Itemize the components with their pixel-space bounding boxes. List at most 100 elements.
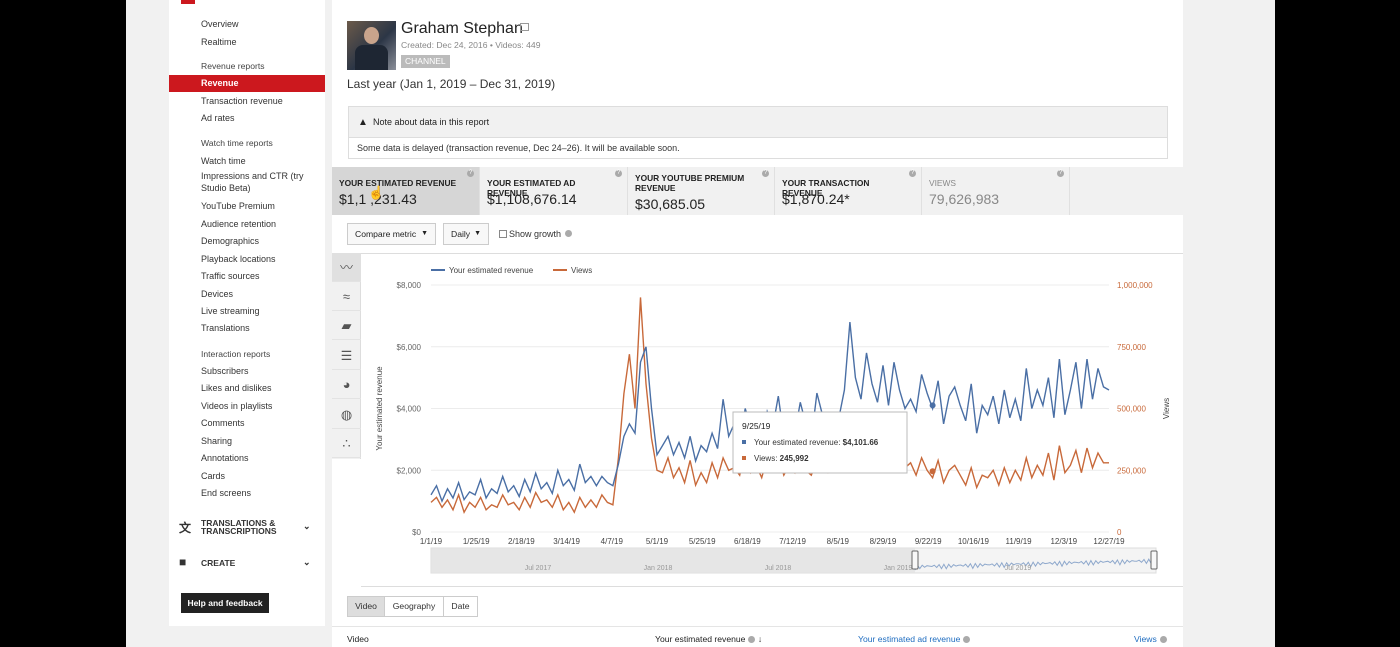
y-right-tick-label: 0 bbox=[1117, 528, 1122, 537]
x-tick-label: 10/16/19 bbox=[958, 537, 990, 546]
sidebar-item-transaction-revenue[interactable]: Transaction revenue bbox=[201, 96, 283, 106]
metric-card-views[interactable]: VIEWS 79,626,983 ? bbox=[922, 167, 1070, 215]
sidebar-item-sharing[interactable]: Sharing bbox=[201, 436, 233, 446]
tab-date[interactable]: Date bbox=[443, 596, 478, 617]
sidebar-item-subscribers[interactable]: Subscribers bbox=[201, 366, 249, 376]
x-tick-label: 12/3/19 bbox=[1050, 537, 1077, 546]
help-icon bbox=[748, 636, 756, 643]
sidebar-item-likes[interactable]: Likes and dislikes bbox=[201, 383, 272, 393]
video-camera-icon: ■ bbox=[179, 555, 187, 569]
sidebar-item-playlists[interactable]: Videos in playlists bbox=[201, 401, 273, 411]
x-tick-label: 4/7/19 bbox=[601, 537, 624, 546]
navigator-label: Jul 2019 bbox=[1005, 565, 1032, 572]
metric-cards: YOUR ESTIMATED REVENUE $1,1 ,231.43 ? ☝ … bbox=[332, 167, 1183, 215]
sidebar-item-devices[interactable]: Devices bbox=[201, 289, 234, 299]
show-growth-toggle[interactable]: Show growth bbox=[499, 229, 573, 239]
metric-card-ad-revenue[interactable]: YOUR ESTIMATED AD REVENUE $1,108,676.14 … bbox=[480, 167, 628, 215]
date-range[interactable]: Last year (Jan 1, 2019 – Dec 31, 2019) bbox=[347, 77, 556, 91]
y-right-tick-label: 750,000 bbox=[1117, 343, 1146, 352]
navigator-handle[interactable] bbox=[1150, 550, 1158, 570]
help-icon bbox=[1159, 636, 1167, 643]
x-tick-label: 11/9/19 bbox=[1006, 537, 1033, 546]
tab-geography[interactable]: Geography bbox=[384, 596, 444, 617]
chart-type-toolbar: 〰 ≈ ▰ ☰ ◕ ◍ ∴ bbox=[332, 253, 361, 459]
help-icon[interactable]: ? bbox=[1057, 170, 1064, 177]
sidebar-item-cards[interactable]: Cards bbox=[201, 471, 226, 481]
legend-label-views: Views bbox=[571, 266, 592, 275]
sidebar-item-impressions[interactable]: Impressions and CTR (try bbox=[201, 171, 304, 181]
sidebar-item-comments[interactable]: Comments bbox=[201, 418, 245, 428]
sidebar-item-end-screens[interactable]: End screens bbox=[201, 488, 252, 498]
bar-chart-icon[interactable]: ☰ bbox=[332, 341, 361, 370]
caret-down-icon: ▼ bbox=[474, 230, 481, 237]
y-left-tick-label: $4,000 bbox=[397, 405, 422, 414]
col-estimated-revenue[interactable]: Your estimated revenue ↓ bbox=[655, 634, 763, 644]
revenue-reports-heading: Revenue reports bbox=[201, 61, 265, 71]
x-tick-label: 3/14/19 bbox=[553, 537, 580, 546]
sidebar-item-overview[interactable]: Overview bbox=[201, 19, 239, 29]
create-section[interactable]: ■ CREATE ⌄ bbox=[179, 555, 311, 569]
granularity-dropdown[interactable]: Daily ▼ bbox=[443, 223, 489, 245]
help-feedback-button[interactable]: Help and feedback bbox=[181, 593, 269, 613]
channel-badge: CHANNEL bbox=[401, 55, 450, 68]
metric-card-estimated-revenue[interactable]: YOUR ESTIMATED REVENUE $1,1 ,231.43 ? ☝ bbox=[332, 167, 480, 215]
col-ad-revenue[interactable]: Your estimated ad revenue bbox=[858, 634, 971, 644]
sidebar-item-playback-locations[interactable]: Playback locations bbox=[201, 254, 276, 264]
metric-card-premium-revenue[interactable]: YOUR YOUTUBE PREMIUM REVENUE $30,685.05 … bbox=[628, 167, 775, 215]
chevron-down-icon: ⌄ bbox=[303, 557, 311, 567]
col-video[interactable]: Video bbox=[347, 634, 369, 644]
navigator-label: Jan 2019 bbox=[884, 565, 913, 572]
tab-video[interactable]: Video bbox=[347, 596, 385, 617]
navigator-mask bbox=[431, 548, 915, 573]
channel-meta: Created: Dec 24, 2016 • Videos: 449 bbox=[401, 40, 541, 50]
help-icon[interactable]: ? bbox=[909, 170, 916, 177]
note-title: Note about data in this report bbox=[373, 117, 490, 127]
youtube-logo bbox=[181, 0, 195, 4]
sidebar-item-audience-retention[interactable]: Audience retention bbox=[201, 219, 277, 229]
x-tick-label: 7/12/19 bbox=[779, 537, 806, 546]
tooltip-revenue: Your estimated revenue: $4,101.66 bbox=[754, 438, 879, 447]
col-views[interactable]: Views bbox=[1134, 634, 1167, 644]
multi-line-icon[interactable]: ≈ bbox=[332, 282, 361, 311]
sidebar-item-live-streaming[interactable]: Live streaming bbox=[201, 306, 260, 316]
sidebar-item-annotations[interactable]: Annotations bbox=[201, 453, 249, 463]
channel-avatar[interactable] bbox=[347, 21, 396, 70]
metric-card-transaction-revenue[interactable]: YOUR TRANSACTION REVENUE $1,870.24* ? bbox=[775, 167, 922, 215]
navigator-label: Jul 2017 bbox=[525, 565, 552, 572]
note-header[interactable]: ▲ Note about data in this report bbox=[349, 107, 1167, 138]
help-icon[interactable]: ? bbox=[615, 170, 622, 177]
checkbox[interactable] bbox=[499, 230, 507, 238]
x-tick-label: 12/27/19 bbox=[1093, 537, 1125, 546]
help-icon[interactable]: ? bbox=[762, 170, 769, 177]
x-tick-label: 1/1/19 bbox=[420, 537, 443, 546]
sidebar-item-traffic-sources[interactable]: Traffic sources bbox=[201, 271, 260, 281]
sidebar-item-demographics[interactable]: Demographics bbox=[201, 236, 260, 246]
y-right-tick-label: 250,000 bbox=[1117, 466, 1146, 475]
help-icon[interactable]: ? bbox=[467, 170, 474, 177]
y-left-tick-label: $0 bbox=[412, 528, 421, 537]
bubble-chart-icon[interactable]: ∴ bbox=[332, 429, 361, 458]
sidebar-item-youtube-premium[interactable]: YouTube Premium bbox=[201, 201, 275, 211]
x-tick-label: 9/22/19 bbox=[915, 537, 942, 546]
stacked-area-icon[interactable]: ▰ bbox=[332, 311, 361, 340]
y-right-tick-label: 1,000,000 bbox=[1117, 281, 1153, 290]
sidebar-item-realtime[interactable]: Realtime bbox=[201, 37, 237, 47]
globe-map-icon[interactable]: ◍ bbox=[332, 400, 361, 429]
x-tick-label: 5/25/19 bbox=[689, 537, 716, 546]
sidebar-item-ad-rates[interactable]: Ad rates bbox=[201, 113, 235, 123]
sidebar-item-watch-time[interactable]: Watch time bbox=[201, 156, 246, 166]
external-link-icon[interactable] bbox=[520, 23, 529, 31]
compare-metric-dropdown[interactable]: Compare metric ▼ bbox=[347, 223, 436, 245]
legend-label-revenue: Your estimated revenue bbox=[449, 266, 534, 275]
sidebar-item-revenue[interactable]: Revenue bbox=[169, 75, 325, 92]
y-right-axis-label: Views bbox=[1162, 398, 1171, 419]
translations-section[interactable]: 文 TRANSLATIONS & TRANSCRIPTIONS ⌄ bbox=[179, 518, 311, 536]
line-chart-icon[interactable]: 〰 bbox=[332, 253, 361, 282]
help-icon[interactable] bbox=[565, 230, 573, 237]
pie-chart-icon[interactable]: ◕ bbox=[332, 370, 361, 399]
watch-time-heading: Watch time reports bbox=[201, 138, 273, 148]
data-note: ▲ Note about data in this report Some da… bbox=[348, 106, 1168, 159]
sidebar-item-impressions-line2[interactable]: Studio Beta) bbox=[201, 183, 251, 193]
sidebar-item-translations[interactable]: Translations bbox=[201, 323, 250, 333]
navigator-handle[interactable] bbox=[911, 550, 919, 570]
